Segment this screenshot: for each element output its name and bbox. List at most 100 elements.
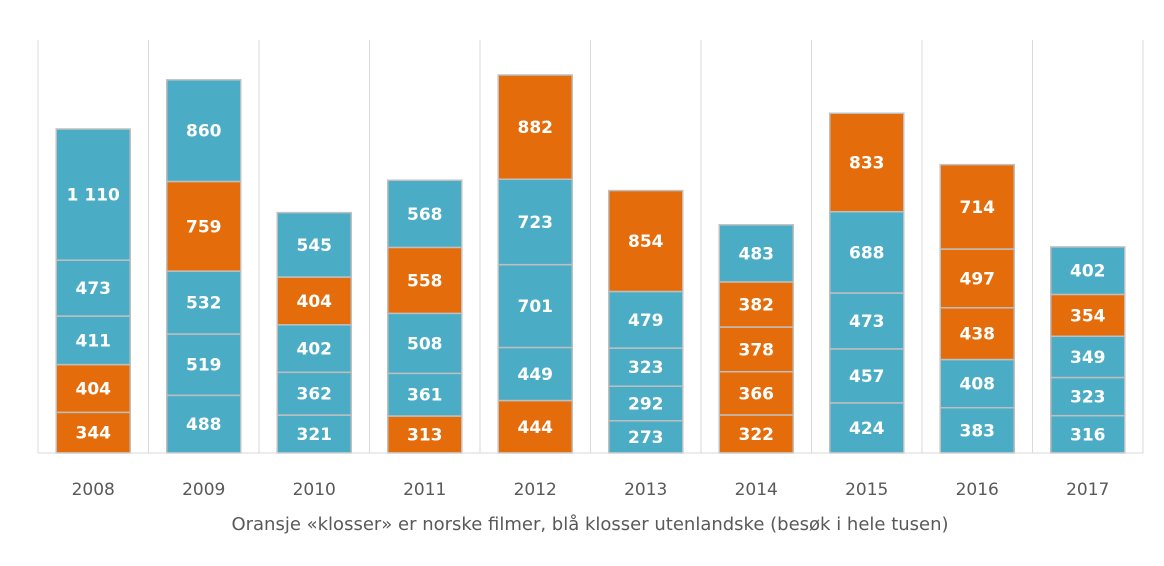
bar-segment	[276, 324, 352, 374]
data-label: 362	[297, 385, 333, 405]
data-label: 833	[849, 153, 885, 173]
bar-segment	[829, 402, 905, 454]
data-label: 273	[628, 428, 664, 448]
data-label: 404	[76, 379, 112, 399]
x-tick-label: 2013	[624, 480, 667, 500]
data-label: 701	[518, 297, 554, 317]
data-label: 444	[518, 418, 554, 438]
bar-segment	[718, 224, 794, 283]
x-tick-label: 2014	[735, 480, 778, 500]
bar-segment	[276, 211, 352, 278]
data-label: 383	[960, 421, 996, 441]
bar-segment	[718, 326, 794, 373]
x-tick-label: 2010	[293, 480, 336, 500]
data-label: 438	[960, 325, 996, 345]
bar-segment	[276, 414, 352, 454]
bar-segment	[55, 363, 131, 414]
bar-segment	[939, 248, 1015, 309]
bar-segment	[1050, 414, 1126, 454]
bar-segment	[608, 347, 684, 387]
data-label: 714	[960, 198, 996, 218]
data-label: 759	[186, 217, 222, 237]
bar-segment	[166, 180, 242, 272]
x-tick-label: 2011	[403, 480, 446, 500]
data-label: 404	[297, 292, 333, 312]
bar-segment	[718, 281, 794, 328]
bar-segment	[55, 128, 131, 261]
x-tick-label: 2008	[72, 480, 115, 500]
data-label: 488	[186, 415, 222, 435]
bar-segment	[387, 312, 463, 375]
bar-segment	[939, 406, 1015, 454]
data-label: 457	[849, 367, 885, 387]
data-label: 532	[186, 294, 222, 314]
data-label: 854	[628, 232, 664, 252]
data-label: 473	[849, 312, 885, 332]
data-label: 402	[297, 340, 333, 360]
bar-segment	[608, 290, 684, 349]
x-tick-label: 2017	[1066, 480, 1109, 500]
data-label: 1 110	[67, 186, 120, 206]
data-label: 361	[407, 386, 443, 406]
bar-segment	[166, 79, 242, 183]
data-label: 378	[739, 340, 775, 360]
data-label: 882	[518, 118, 554, 138]
data-label: 402	[1070, 262, 1106, 282]
data-label: 382	[739, 295, 775, 315]
data-label: 313	[407, 426, 443, 446]
data-label: 497	[960, 269, 996, 289]
data-label: 424	[849, 419, 885, 439]
data-label: 354	[1070, 306, 1106, 326]
bar-segment	[829, 292, 905, 350]
data-label: 558	[407, 271, 443, 291]
bar-segment	[939, 163, 1015, 250]
bar-segment	[387, 179, 463, 249]
bar-segment	[497, 346, 573, 402]
data-label: 688	[849, 243, 885, 263]
data-label: 479	[628, 311, 664, 331]
bar-segment	[1050, 246, 1126, 296]
bar-segment	[497, 74, 573, 180]
bar-segment	[276, 371, 352, 416]
x-tick-label: 2009	[182, 480, 225, 500]
x-tick-label: 2015	[845, 480, 888, 500]
data-label: 322	[739, 425, 775, 445]
data-label: 483	[739, 244, 775, 264]
bar-segment	[829, 210, 905, 294]
bar-segment	[939, 358, 1015, 409]
data-label: 568	[407, 205, 443, 225]
data-label: 411	[76, 331, 112, 351]
data-label: 449	[518, 365, 554, 385]
data-label: 508	[407, 334, 443, 354]
data-label: 473	[76, 279, 112, 299]
data-label: 408	[960, 375, 996, 395]
data-label: 292	[628, 394, 664, 414]
bar-segment	[387, 246, 463, 315]
bar-segment	[608, 385, 684, 422]
bar-segment	[55, 259, 131, 317]
data-label: 316	[1070, 425, 1106, 445]
data-label: 321	[297, 425, 333, 445]
data-label: 860	[186, 122, 222, 142]
data-label: 545	[297, 236, 333, 256]
bar-segment	[1050, 335, 1126, 379]
x-tick-label: 2012	[514, 480, 557, 500]
data-label: 323	[1070, 388, 1106, 408]
bar-segment	[608, 189, 684, 293]
bar-segment	[497, 178, 573, 266]
bar-segment	[497, 263, 573, 349]
data-label: 349	[1070, 348, 1106, 368]
bar-segment	[829, 112, 905, 213]
bar-segment	[55, 411, 131, 454]
bar-segment	[1050, 293, 1126, 338]
x-tick-label: 2016	[956, 480, 999, 500]
bar-segment	[55, 315, 131, 366]
data-label: 344	[76, 424, 112, 444]
x-axis-label: Oransje «klosser» er norske filmer, blå …	[231, 514, 948, 535]
bar-segment	[387, 415, 463, 454]
data-label: 723	[518, 213, 554, 233]
data-label: 519	[186, 356, 222, 376]
data-label: 366	[739, 384, 775, 404]
bar-segment	[718, 370, 794, 416]
